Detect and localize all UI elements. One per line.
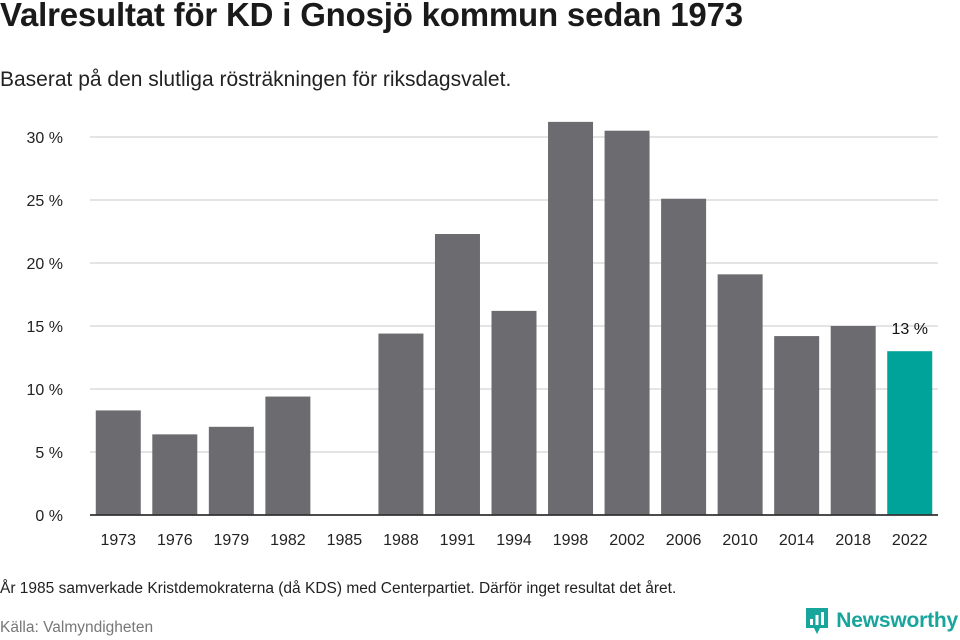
chart-subtitle: Baserat på den slutliga rösträkningen fö… [0,68,512,91]
x-tick-label: 1998 [553,532,589,549]
x-tick-label: 2014 [779,532,815,549]
x-tick-label: 1994 [496,532,532,549]
bar-2002 [604,130,650,515]
x-tick-label: 2018 [835,532,871,549]
bar-1976 [152,434,198,515]
bar-1979 [208,426,254,515]
bar-2022 [887,351,933,515]
y-tick-label: 30 % [27,130,63,147]
x-tick-label: 1973 [100,532,136,549]
x-tick-label: 2002 [609,532,645,549]
x-tick-label: 1982 [270,532,306,549]
chart-title: Valresultat för KD i Gnosjö kommun sedan… [0,0,743,33]
chart-source: Källa: Valmyndigheten [0,619,154,636]
bar-1998 [548,121,594,515]
bar-1988 [378,333,424,515]
x-tick-label: 2006 [666,532,702,549]
y-tick-label: 25 % [27,193,63,210]
bar-2014 [774,336,820,515]
x-tick-label: 1979 [214,532,250,549]
bar-chart: 0 % 5 % 10 % 15 % 20 % 25 % 30 % 1973 1976 1979 19… [27,121,938,549]
y-tick-label: 0 % [35,508,63,525]
bar-2006 [661,198,707,515]
y-tick-label: 10 % [27,382,63,399]
x-tick-label: 2022 [892,532,928,549]
y-tick-label: 20 % [27,256,63,273]
data-label: 13 % [891,321,927,338]
brand-logo[interactable]: Newsworthy [804,606,958,636]
bar-2010 [717,274,763,515]
chart-note: År 1985 samverkade Kristdemokraterna (då… [0,580,677,597]
bar-1994 [491,310,537,515]
brand-name: Newsworthy [836,609,958,632]
bar-1982 [265,396,311,515]
bar-1991 [434,234,480,515]
x-tick-label: 1991 [440,532,476,549]
x-tick-label: 2010 [722,532,758,549]
y-tick-label: 5 % [35,445,63,462]
y-tick-label: 15 % [27,319,63,336]
bar-1973 [95,410,141,515]
x-tick-label: 1976 [157,532,193,549]
newsworthy-logo-icon [806,608,829,634]
x-tick-label: 1985 [327,532,363,549]
bar-2018 [830,326,876,515]
x-tick-label: 1988 [383,532,419,549]
